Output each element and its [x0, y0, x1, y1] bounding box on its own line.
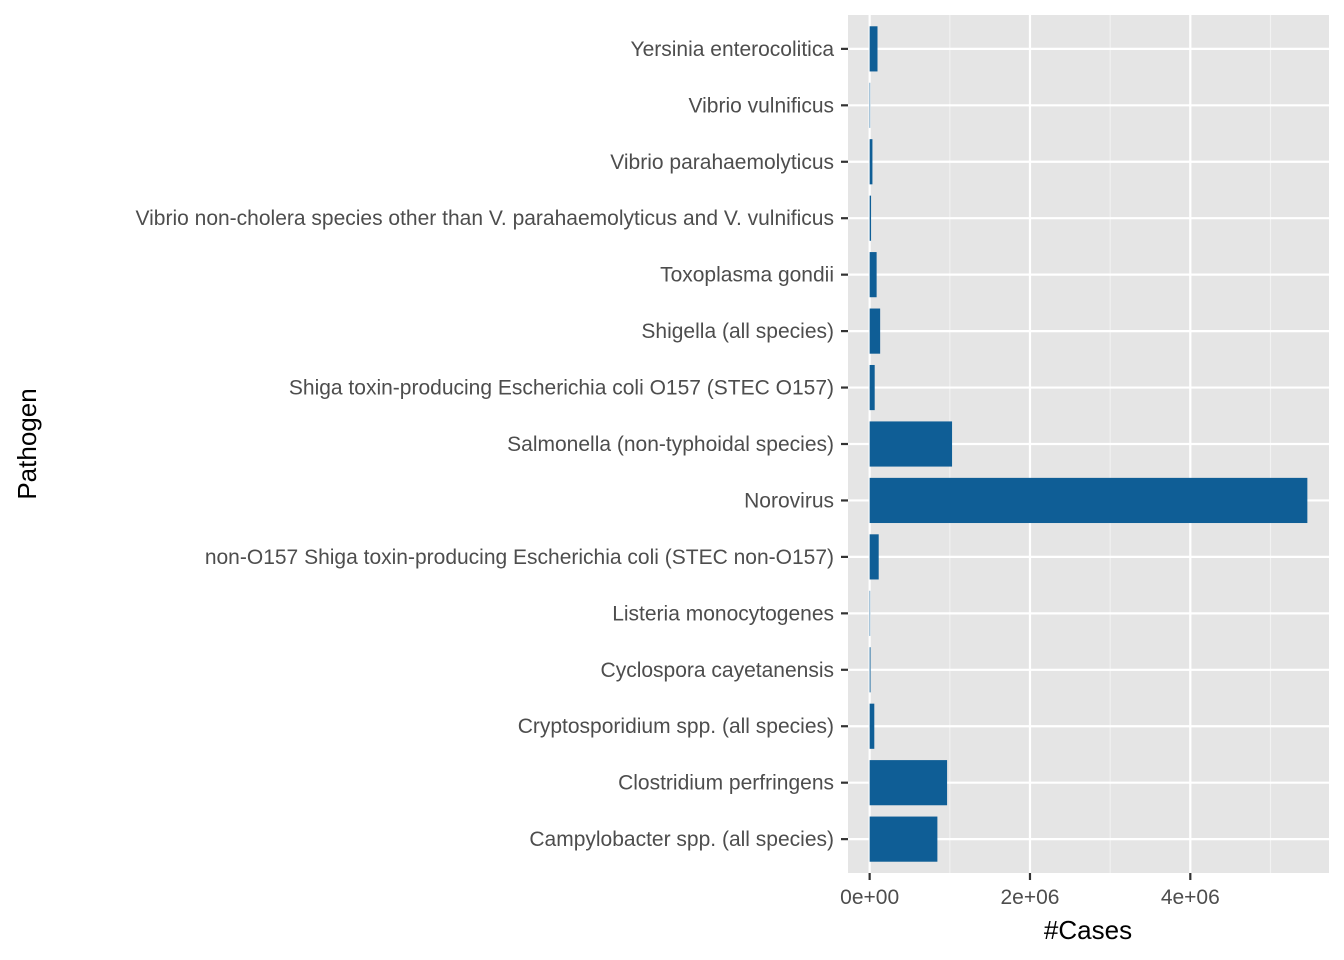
y-tick-label: non-O157 Shiga toxin-producing Escherich… [205, 546, 834, 569]
y-tick-label: Yersinia enterocolitica [630, 38, 834, 61]
y-tick-label: Listeria monocytogenes [612, 602, 834, 625]
x-axis-title: #Cases [1044, 915, 1132, 945]
y-tick-label: Cryptosporidium spp. (all species) [518, 715, 834, 738]
bar [869, 760, 948, 806]
bar [869, 421, 953, 467]
bar [869, 139, 873, 185]
y-tick-label: Norovirus [744, 489, 834, 512]
y-tick-label: Vibrio parahaemolyticus [610, 151, 834, 174]
y-tick-label: Cyclospora cayetanensis [601, 659, 834, 682]
x-tick-label: 0e+00 [840, 886, 899, 909]
y-tick-label: Salmonella (non-typhoidal species) [507, 433, 834, 456]
x-tick-label: 2e+06 [1000, 886, 1059, 909]
bar [869, 703, 875, 749]
bar [869, 195, 872, 241]
bar [869, 477, 1308, 524]
bar [869, 308, 881, 354]
y-tick-label: Clostridium perfringens [618, 772, 834, 795]
bar [869, 252, 877, 298]
y-tick-label: Shigella (all species) [641, 320, 834, 343]
bar [869, 647, 871, 693]
y-tick-label: Vibrio non-cholera species other than V.… [136, 207, 835, 230]
y-axis-title: Pathogen [12, 388, 42, 499]
y-axis: Campylobacter spp. (all species) Clostrid… [136, 38, 848, 851]
bar [869, 26, 878, 72]
bars [869, 26, 1308, 862]
x-axis: 0e+00 2e+06 4e+06 [840, 873, 1220, 909]
bar [869, 534, 879, 580]
bar [869, 82, 871, 128]
y-tick-label: Shiga toxin-producing Escherichia coli O… [289, 377, 834, 400]
y-tick-label: Campylobacter spp. (all species) [529, 828, 834, 851]
x-tick-label: 4e+06 [1161, 886, 1220, 909]
y-tick-label: Vibrio vulnificus [688, 94, 834, 117]
bar [869, 590, 871, 636]
y-tick-label: Toxoplasma gondii [660, 264, 834, 287]
bar [869, 364, 875, 411]
bar [869, 816, 938, 862]
